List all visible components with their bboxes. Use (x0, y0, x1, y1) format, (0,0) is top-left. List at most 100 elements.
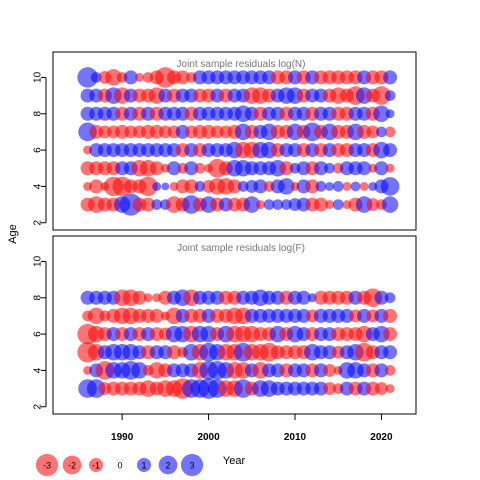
residual-bubble (325, 200, 335, 210)
residual-bubble (374, 161, 389, 176)
legend-bubble (158, 455, 178, 475)
legend-label: 1 (141, 461, 146, 471)
residual-bubble (134, 72, 144, 82)
residual-bubble (184, 161, 199, 176)
residual-bubble (263, 199, 275, 210)
residual-bubble (161, 182, 170, 191)
residual-bubble (279, 161, 294, 176)
x-axis-label: Year (223, 455, 246, 467)
residual-bubble (194, 162, 206, 174)
residual-bubble (253, 179, 268, 194)
residual-bubble (281, 199, 292, 210)
residual-bubble (105, 69, 122, 86)
residual-bubble (332, 181, 344, 192)
residual-bubble (272, 199, 284, 210)
residual-bubble (131, 362, 148, 379)
residual-bubble (324, 162, 335, 174)
y-tick-label: 6 (33, 331, 44, 337)
legend-label: -1 (92, 461, 100, 471)
y-tick-label: 10 (33, 71, 44, 83)
residual-bubble (313, 161, 328, 176)
residual-bubble (374, 290, 389, 305)
residual-bubble (151, 199, 163, 210)
residual-bubble (90, 72, 102, 83)
residual-bubble (375, 382, 388, 395)
residual-bubble (384, 292, 396, 304)
legend-label: -3 (43, 461, 51, 471)
residual-bubble (366, 125, 380, 139)
residual-bubble (374, 363, 389, 378)
y-tick-label: 8 (33, 111, 44, 117)
residual-bubble (385, 163, 395, 173)
residual-bubble (384, 365, 396, 376)
legend-bubble (35, 453, 59, 477)
residual-bubble (342, 181, 352, 191)
residual-bubble (184, 179, 199, 194)
panel-title: Joint sample residuals log(N) (177, 59, 306, 70)
y-tick-label: 6 (33, 147, 44, 153)
legend-label: 3 (189, 461, 194, 471)
residual-bubble (315, 181, 327, 192)
y-axis: 2 4 6 8 10 (33, 71, 47, 226)
residual-bubble (323, 382, 336, 395)
residual-bubble (167, 161, 181, 176)
residual-bubble (141, 197, 156, 212)
x-tick-label: 2010 (284, 432, 307, 443)
y-axis: 2 4 6 8 10 (33, 255, 47, 410)
residual-bubble (372, 86, 391, 105)
panel-logN: Joint sample residuals log(N) 2 4 6 8 10 (33, 51, 417, 231)
residual-bubble (152, 181, 162, 191)
residual-bubble (255, 200, 265, 210)
residual-bubble (243, 196, 261, 213)
residual-bubble (323, 364, 336, 377)
residual-bubble (296, 290, 311, 305)
residual-bubble (194, 181, 206, 192)
residual-bubble (237, 181, 249, 192)
residual-bubble (149, 308, 164, 323)
residual-bubble (143, 293, 153, 303)
legend-label: 2 (165, 461, 170, 471)
y-tick-label: 8 (33, 295, 44, 301)
residual-bubble (383, 327, 398, 342)
residual-bubble (376, 126, 387, 138)
x-tick-label: 2000 (197, 432, 220, 443)
legend: -3 -2 -1 0 1 2 3 (35, 453, 204, 477)
residual-bubble (385, 109, 395, 119)
panel-frame (52, 51, 417, 231)
residual-bubble (123, 70, 138, 85)
residual-bubble (384, 126, 396, 138)
legend-bubble (89, 458, 103, 472)
residual-bubble (359, 181, 369, 191)
legend-bubble (180, 453, 204, 477)
residual-bubble (332, 199, 344, 210)
residual-bubble (350, 181, 361, 192)
residual-bubble (175, 70, 190, 85)
residual-bubble (381, 196, 399, 213)
y-tick-label: 4 (33, 183, 44, 189)
residual-bubble (366, 198, 380, 211)
bubble-layer (77, 288, 398, 399)
residual-bubble (383, 308, 398, 323)
residual-bubble (305, 179, 320, 194)
residual-bubble (383, 143, 398, 158)
y-tick-label: 4 (33, 367, 44, 373)
residual-bubble (380, 177, 400, 196)
residual-bubble (357, 161, 372, 176)
residual-bubble (385, 384, 395, 394)
legend-bubble (137, 458, 151, 472)
y-axis-label: Age (7, 224, 19, 244)
bubble-layer (77, 67, 400, 216)
residual-bubble (383, 345, 398, 360)
residual-bubble (149, 161, 164, 176)
residual-bubble (384, 90, 396, 101)
x-axis: 1990 2000 2010 2020 (111, 413, 393, 443)
x-tick-label: 2020 (370, 432, 393, 443)
y-tick-label: 10 (33, 255, 44, 267)
y-tick-label: 2 (33, 220, 44, 226)
residual-bubble (227, 179, 242, 194)
residual-bubble (87, 307, 105, 325)
legend-label: -2 (68, 461, 76, 471)
y-tick-label: 2 (33, 404, 44, 410)
residual-bubble (278, 178, 295, 195)
